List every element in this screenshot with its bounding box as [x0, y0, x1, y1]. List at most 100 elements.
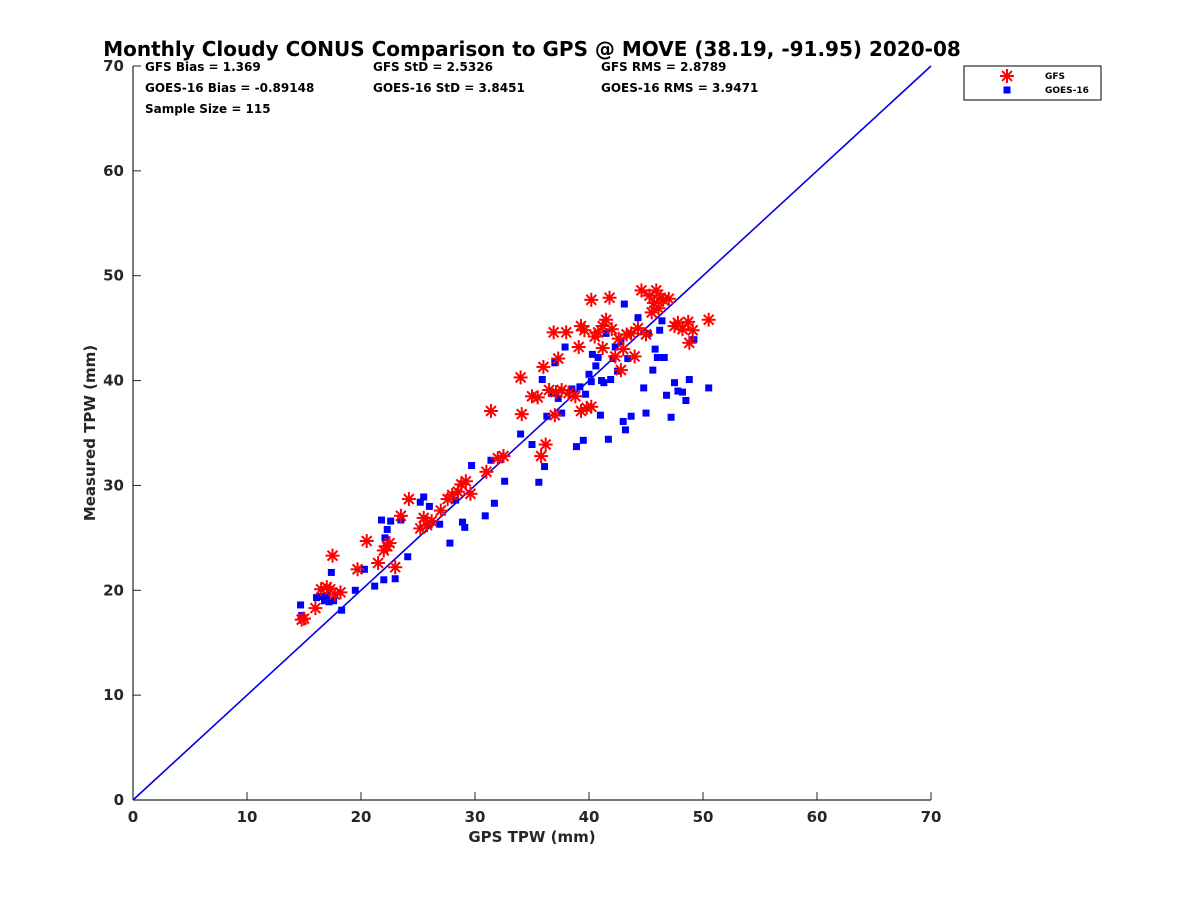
- goes16-point: [653, 354, 661, 362]
- legend: GFS GOES-16: [963, 65, 1102, 101]
- gfs-point-stroke: [643, 289, 656, 302]
- stat-goes16-rms: GOES-16 RMS = 3.9471: [601, 81, 758, 95]
- gfs-point-stroke: [460, 475, 472, 487]
- gfs-point: [297, 611, 311, 626]
- legend-box: [963, 65, 1102, 101]
- legend-gfs-marker: [1000, 69, 1014, 83]
- goes16-point: [487, 456, 495, 464]
- goes16-point: [338, 606, 346, 614]
- goes16-point: [325, 598, 333, 606]
- y-tick-label: 0: [114, 791, 124, 809]
- goes16-point: [674, 387, 682, 395]
- gfs-point-stroke: [372, 557, 384, 569]
- gfs-point-stroke: [418, 512, 430, 524]
- gfs-point-stroke: [676, 323, 689, 335]
- gfs-point: [602, 290, 617, 305]
- gfs-point-stroke: [672, 317, 684, 329]
- gfs-point: [551, 351, 566, 366]
- gfs-point-stroke: [615, 364, 627, 376]
- y-tick-label: 50: [103, 267, 124, 285]
- goes16-point: [572, 443, 580, 451]
- gfs-point: [682, 335, 697, 350]
- goes16-point: [371, 582, 379, 590]
- goes16-point: [458, 518, 466, 526]
- goes16-point: [425, 502, 433, 510]
- gfs-point: [359, 534, 374, 549]
- gfs-point: [308, 601, 323, 616]
- goes16-point: [594, 354, 602, 362]
- gfs-point: [604, 322, 619, 337]
- goes16-point: [596, 411, 604, 419]
- gfs-point-stroke: [389, 561, 401, 573]
- gfs-point-stroke: [600, 314, 612, 326]
- goes16-point: [604, 435, 612, 443]
- goes16-point: [705, 384, 713, 392]
- goes16-point: [380, 576, 388, 584]
- goes16-point: [446, 539, 454, 547]
- gfs-point: [401, 492, 416, 507]
- y-tick-label: 60: [103, 162, 124, 180]
- gfs-point: [595, 341, 610, 356]
- goes16-point: [585, 370, 593, 378]
- goes16-point: [517, 430, 525, 438]
- gfs-point-stroke: [532, 391, 544, 404]
- y-tick-label: 10: [103, 686, 124, 704]
- x-tick-label: 20: [351, 808, 372, 826]
- legend-gfs-asterisk-stroke: [1001, 70, 1013, 82]
- goes16-point: [587, 378, 595, 386]
- gfs-point: [479, 464, 494, 479]
- goes16-point: [682, 396, 690, 404]
- goes16-point: [535, 478, 543, 486]
- gfs-point: [631, 321, 646, 336]
- gfs-point-stroke: [383, 537, 396, 549]
- gfs-point-stroke: [628, 350, 641, 363]
- goes16-point: [420, 493, 428, 501]
- goes16-point: [501, 477, 509, 485]
- goes16-point: [658, 317, 666, 325]
- gfs-point-stroke: [395, 510, 407, 522]
- gfs-point: [514, 407, 529, 422]
- legend-gfs-label: GFS: [1045, 72, 1065, 82]
- goes16-point: [576, 383, 584, 391]
- goes16-point: [642, 409, 650, 417]
- goes16-point: [607, 376, 615, 384]
- goes16-point: [297, 601, 305, 609]
- goes16-point: [541, 463, 549, 471]
- gfs-point-stroke: [543, 384, 555, 396]
- y-tick-label: 30: [103, 476, 124, 494]
- gfs-point-stroke: [526, 390, 538, 402]
- gfs-point: [584, 292, 599, 307]
- gfs-point-stroke: [426, 515, 438, 527]
- stat-goes16-std: GOES-16 StD = 3.8451: [373, 81, 525, 95]
- y-tick-label: 20: [103, 581, 124, 599]
- goes16-point: [351, 586, 359, 594]
- goes16-point: [313, 594, 321, 602]
- goes16-point: [690, 336, 698, 344]
- gfs-point-stroke: [687, 324, 699, 336]
- gfs-point: [661, 291, 676, 306]
- legend-goes16-label: GOES-16: [1045, 86, 1089, 96]
- goes16-point: [582, 390, 590, 398]
- stat-sample-size: Sample Size = 115: [145, 102, 271, 116]
- x-tick-label: 40: [579, 808, 600, 826]
- goes16-point: [490, 499, 498, 507]
- gfs-point-stroke: [540, 438, 552, 451]
- goes16-point: [538, 376, 546, 384]
- goes16-point: [620, 300, 628, 308]
- goes16-point: [579, 436, 587, 444]
- gfs-point: [701, 312, 716, 327]
- legend-goes16-square: [1003, 86, 1011, 94]
- x-tick-label: 50: [693, 808, 714, 826]
- gfs-point: [513, 370, 528, 385]
- gfs-point: [496, 449, 511, 464]
- x-tick-label: 30: [465, 808, 486, 826]
- gfs-point-stroke: [549, 409, 561, 421]
- goes16-point: [327, 568, 335, 576]
- gfs-point: [393, 508, 408, 523]
- gfs-point-stroke: [485, 405, 497, 417]
- goes16-point: [634, 314, 642, 322]
- goes16-point: [528, 441, 536, 449]
- gfs-point-stroke: [516, 408, 528, 420]
- gfs-point: [599, 312, 614, 327]
- x-tick-label: 0: [128, 808, 138, 826]
